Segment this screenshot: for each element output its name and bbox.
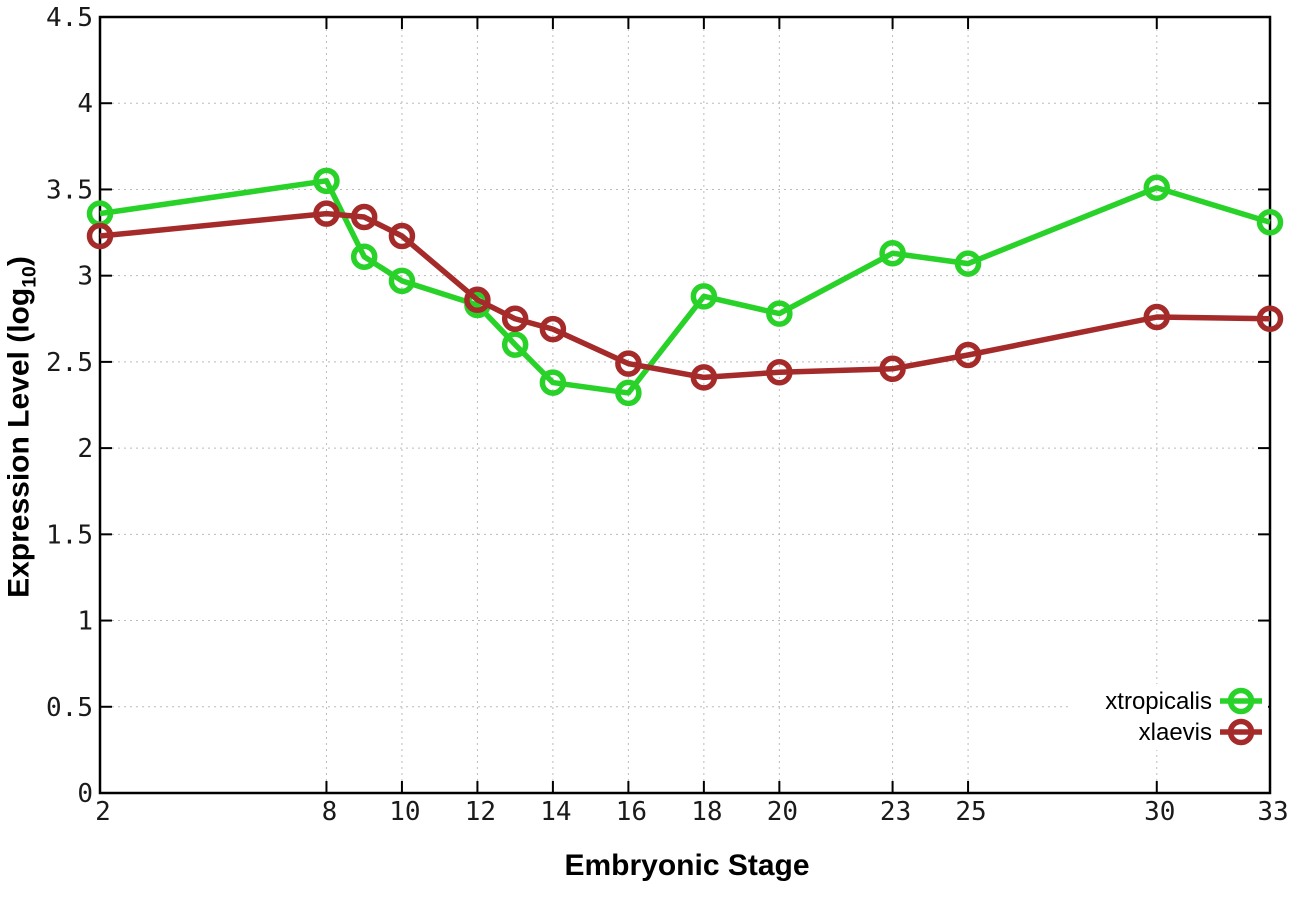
data-point-xtropicalis [690,283,718,310]
legend-marker-xtropicalis [1227,687,1255,715]
data-point-xlaevis [1143,303,1171,331]
data-point-xtropicalis [615,379,642,407]
data-point-xlaevis [313,200,340,227]
data-point-xlaevis [690,364,718,391]
y-tick-label: 2.5 [46,348,93,378]
data-point-xlaevis [954,341,982,369]
x-tick-label: 12 [465,797,496,827]
y-axis-title-subscript: 10 [18,266,41,288]
tick-marks [99,16,1271,794]
data-point-xlaevis [879,355,906,383]
x-tick-label: 30 [1144,797,1175,827]
grid [99,16,1271,794]
data-point-xtropicalis [879,239,906,267]
x-tick-label: 25 [955,797,986,827]
data-point-xlaevis [615,350,642,377]
x-tick-label: 33 [1257,797,1288,827]
legend-marker-xlaevis [1227,718,1255,746]
x-tick-label: 16 [616,797,647,827]
x-tick-label: 10 [389,797,420,827]
data-point-xlaevis [539,315,567,343]
x-tick-label: 14 [540,797,571,827]
y-tick-label: 1 [77,607,93,637]
x-axis-title: Embryonic Stage [564,849,810,882]
x-tick-label: 8 [322,797,338,827]
data-point-xlaevis [350,203,378,231]
y-tick-label: 4 [77,89,93,119]
data-point-xlaevis [388,222,416,250]
y-tick-label: 0 [77,779,93,809]
data-point-xlaevis [464,286,491,314]
data-point-xtropicalis [1256,208,1284,236]
data-point-xtropicalis [1143,174,1171,201]
y-tick-label: 3 [77,262,93,292]
legend-label-xtropicalis: xtropicalis [1105,688,1212,715]
data-point-xtropicalis [766,300,793,327]
data-point-xlaevis [501,305,529,333]
series-xtropicalis [86,167,1284,407]
y-tick-label: 4.5 [46,3,93,33]
y-tick-labels: 0 0.5 1 1.5 2 2.5 3 3.5 4 4.5 [46,3,93,809]
series-line-xlaevis [99,210,1271,381]
x-tick-label: 23 [880,797,911,827]
data-point-xlaevis [1256,305,1284,333]
legend: xtropicalis xlaevis [1072,684,1268,750]
data-point-xtropicalis [954,250,982,277]
x-tick-label: 20 [767,797,798,827]
axes [98,15,1272,795]
y-axis-title-suffix: ) [2,256,36,267]
x-tick-label: 2 [95,797,111,827]
series-line-xtropicalis [99,178,1271,396]
plot-border [98,15,1272,795]
data-point-xtropicalis [350,243,378,270]
data-point-xtropicalis [539,369,567,396]
data-point-xlaevis [766,358,793,386]
y-tick-label: 2 [77,434,93,464]
data-point-xlaevis [86,222,114,250]
x-tick-label: 18 [691,797,722,827]
series-xlaevis [86,200,1284,391]
y-axis-title: Expression Level (log10) [3,256,42,598]
y-axis-title-text: Expression Level (log [2,287,36,598]
y-tick-label: 0.5 [46,693,93,723]
legend-label-xlaevis: xlaevis [1139,719,1212,746]
y-tick-label: 3.5 [46,175,93,205]
data-point-xtropicalis [388,267,416,295]
data-point-xtropicalis [313,167,340,195]
x-tick-labels: 2 8 10 12 14 16 18 20 23 25 30 33 [95,797,1288,827]
data-point-xtropicalis [501,331,529,358]
y-tick-label: 1.5 [46,520,93,550]
